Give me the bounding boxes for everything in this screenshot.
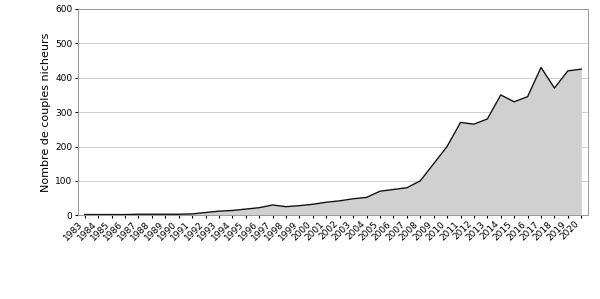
- Y-axis label: Nombre de couples nicheurs: Nombre de couples nicheurs: [41, 32, 51, 192]
